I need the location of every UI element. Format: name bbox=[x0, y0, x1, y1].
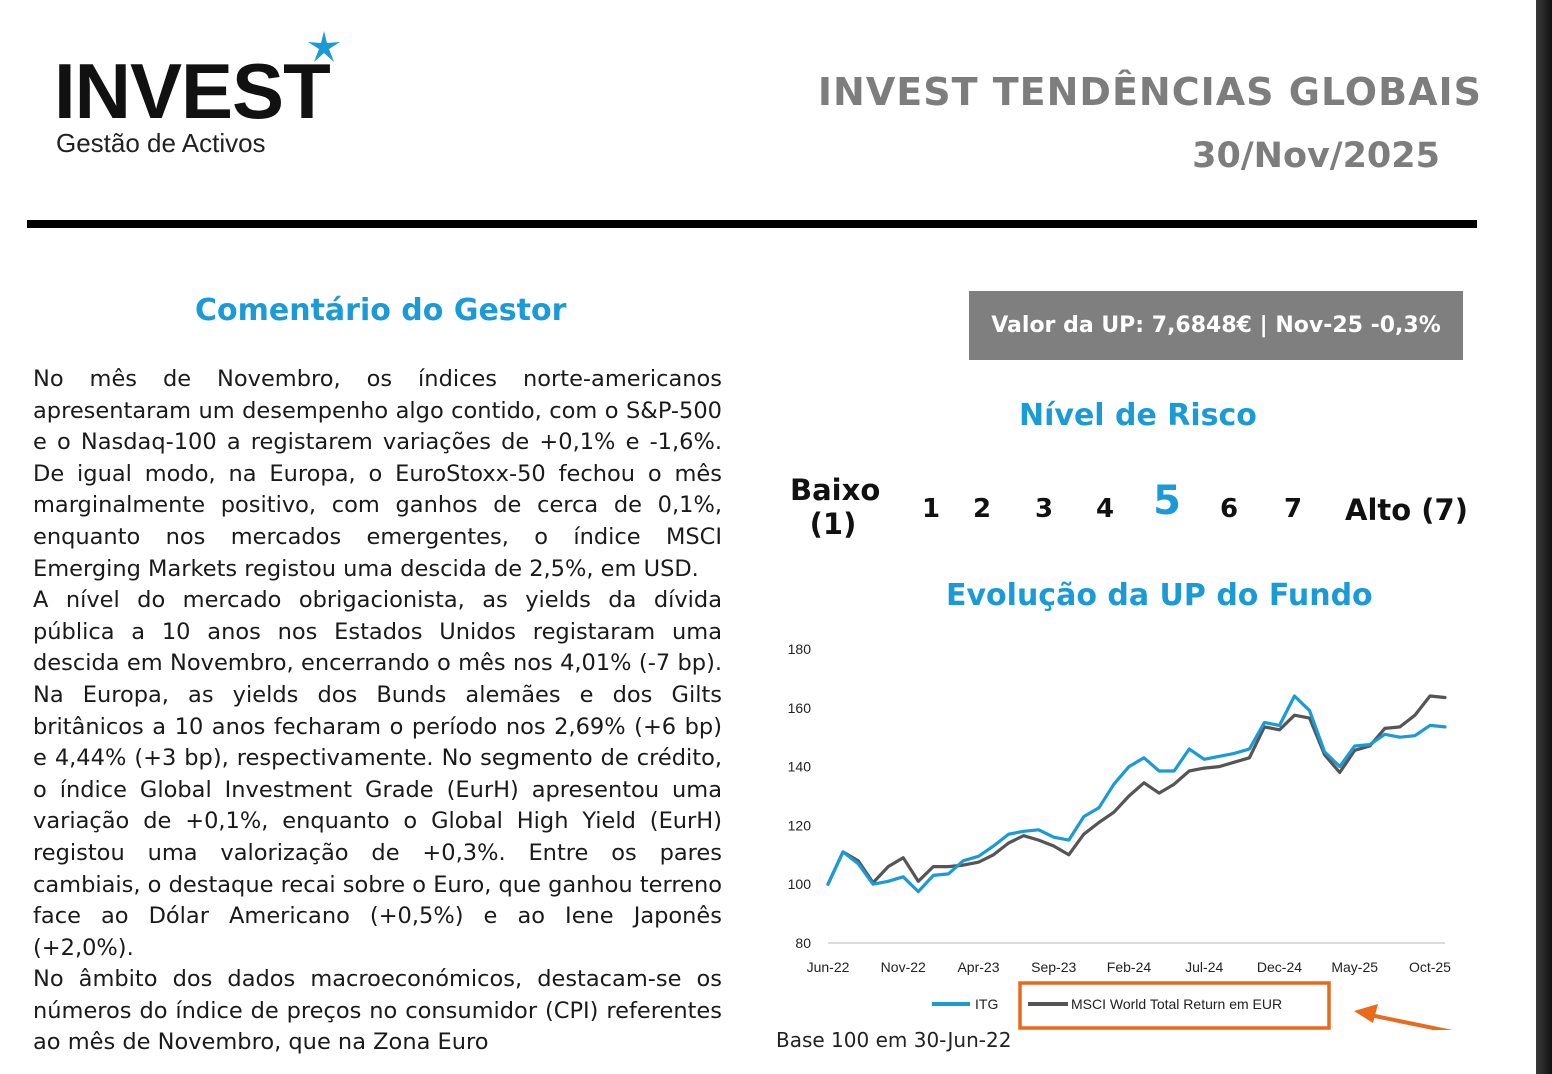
up-evolution-chart: 80 100 120 140 160 180 Jun-22 Nov-22 Apr-23 Sep-2… bbox=[788, 641, 1453, 1030]
risk-level-3: 3 bbox=[1034, 494, 1054, 524]
chart-base-note: Base 100 em 30-Jun-22 bbox=[776, 1028, 1012, 1052]
risk-level-6: 6 bbox=[1219, 494, 1239, 524]
manager-comment: No mês de Novembro, os índices norte-ame… bbox=[33, 364, 722, 1059]
x-tick-label: Jul-24 bbox=[1185, 959, 1223, 975]
x-tick-label: May-25 bbox=[1331, 959, 1378, 975]
series-line-itg bbox=[826, 694, 1447, 894]
comment-paragraph: No mês de Novembro, os índices norte-ame… bbox=[33, 366, 722, 582]
legend-label: ITG bbox=[975, 996, 998, 1012]
annotation-arrow-head bbox=[1354, 1004, 1378, 1023]
comment-paragraph: A nível do mercado obrigacionista, as yi… bbox=[33, 587, 722, 961]
comment-paragraph: No âmbito dos dados macroeconómicos, des… bbox=[33, 966, 722, 1056]
series-line-msci-world-total-return-em-eur bbox=[826, 694, 1447, 886]
document-date: 30/Nov/2025 bbox=[1192, 136, 1440, 176]
x-tick-label: Feb-24 bbox=[1107, 959, 1152, 975]
x-tick-label: Dec-24 bbox=[1257, 959, 1302, 975]
x-tick-label: Nov-22 bbox=[881, 959, 926, 975]
y-tick-label: 80 bbox=[795, 935, 811, 951]
y-tick-label: 160 bbox=[788, 700, 812, 716]
comment-title: Comentário do Gestor bbox=[195, 293, 567, 328]
annotation-arrow-shaft bbox=[1368, 1013, 1453, 1030]
document-title: INVEST TENDÊNCIAS GLOBAIS bbox=[817, 70, 1482, 114]
x-tick-label: Sep-23 bbox=[1031, 959, 1076, 975]
x-tick-label: Jun-22 bbox=[807, 959, 850, 975]
star-icon bbox=[308, 31, 340, 62]
risk-level-7: 7 bbox=[1283, 494, 1303, 524]
logo-subtitle: Gestão de Activos bbox=[56, 128, 266, 158]
risk-level-2: 2 bbox=[972, 494, 992, 524]
risk-high-label: Alto (7) bbox=[1345, 493, 1468, 527]
y-tick-label: 120 bbox=[788, 817, 812, 833]
chart-title: Evolução da UP do Fundo bbox=[946, 578, 1373, 613]
logo-wordmark: INVEST bbox=[54, 47, 331, 135]
y-tick-label: 180 bbox=[788, 641, 812, 657]
y-tick-label: 100 bbox=[788, 876, 812, 892]
up-value-banner: Valor da UP: 7,6848€ | Nov-25 -0,3% bbox=[969, 291, 1463, 360]
risk-low-label: Baixo (1) bbox=[790, 473, 881, 541]
page-edge-shadow bbox=[1536, 0, 1552, 1074]
risk-title: Nível de Risco bbox=[1019, 398, 1257, 433]
header-divider bbox=[27, 220, 1477, 228]
legend-label: MSCI World Total Return em EUR bbox=[1071, 996, 1282, 1012]
risk-level-5-current: 5 bbox=[1153, 478, 1181, 524]
x-tick-label: Oct-25 bbox=[1409, 959, 1451, 975]
x-tick-label: Apr-23 bbox=[957, 959, 999, 975]
legend-highlight-box bbox=[1018, 981, 1331, 1030]
risk-level-4: 4 bbox=[1095, 494, 1115, 524]
risk-level-1: 1 bbox=[921, 494, 941, 524]
y-tick-label: 140 bbox=[788, 759, 812, 775]
